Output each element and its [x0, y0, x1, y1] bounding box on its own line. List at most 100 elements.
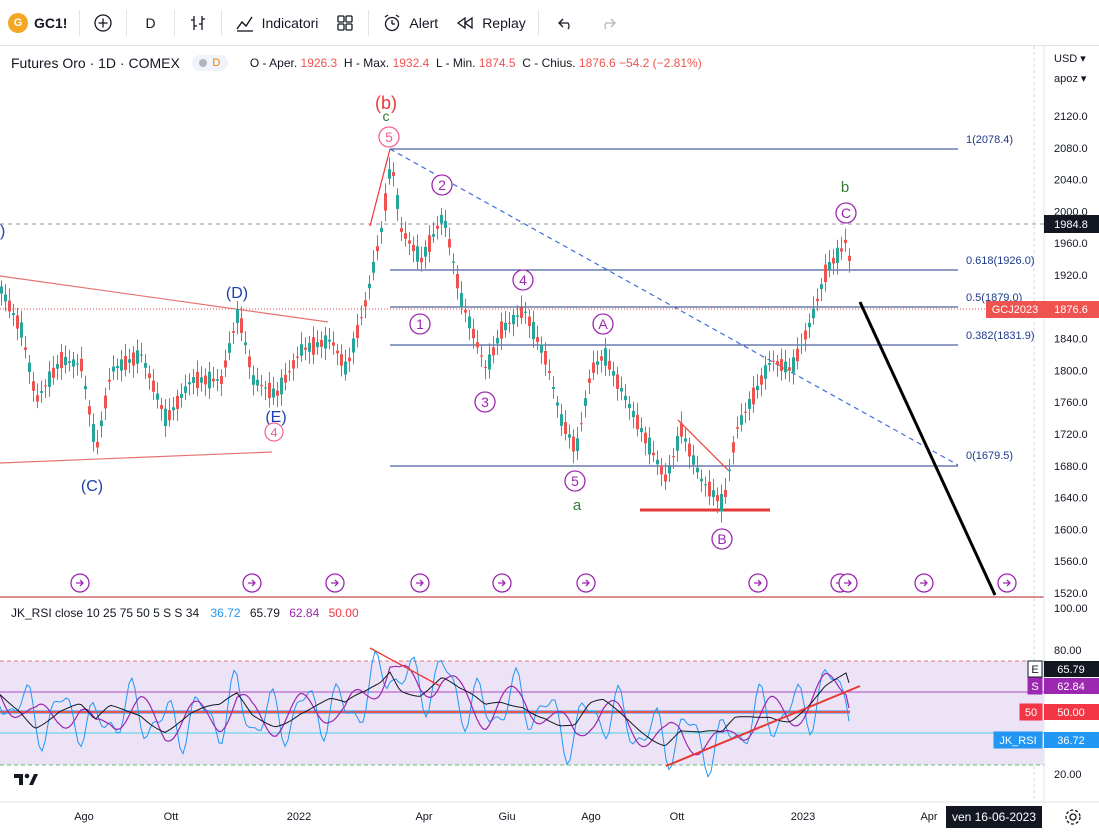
price-chart[interactable]: 1(2078.4) 0.618(1926.0) 0.5(1879.0) 0.38… [0, 46, 1099, 835]
redo-icon [597, 12, 619, 34]
undo-button[interactable] [543, 0, 589, 46]
event-markers[interactable] [70, 573, 1017, 593]
interval-button[interactable]: D [131, 0, 169, 46]
candle-body [628, 403, 631, 409]
currency-selector[interactable]: USD ▾ [1054, 53, 1086, 65]
candle-body [92, 424, 95, 442]
candle-body [244, 342, 247, 346]
candle-body [4, 294, 7, 302]
layout-icon [334, 12, 356, 34]
layout-button[interactable] [326, 0, 364, 46]
rsi-badge-value: 50.00 [1057, 707, 1085, 719]
time-tick-label: Apr [415, 811, 432, 823]
delay-badge[interactable]: D [191, 55, 228, 71]
price-tick-label: 1800.0 [1054, 365, 1088, 377]
rsi-value-badges: E 65.79 S 62.84 50 50.00 JK_RSI 36.72 [993, 660, 1099, 749]
elliott-wave-labels[interactable]: (b) c 5 2 4 1 3 5 a A B b C (D) (E) 4 (C… [0, 93, 857, 550]
event-marker-icon[interactable] [838, 573, 858, 593]
candle-body [88, 406, 91, 415]
candle-body [408, 240, 411, 244]
triangle-upper-trendline[interactable] [0, 275, 329, 323]
candle-body [608, 360, 611, 370]
ohlc-values: O - Aper. 1926.3 H - Max. 1932.4 L - Min… [250, 56, 702, 70]
event-marker-icon[interactable] [492, 573, 512, 593]
scale-mode-selector[interactable]: apoz ▾ [1054, 73, 1087, 85]
indicators-label: Indicatori [261, 14, 319, 31]
candle-body [624, 395, 627, 401]
event-marker-icon[interactable] [410, 573, 430, 593]
candle-body [568, 434, 571, 438]
candle-body [796, 348, 799, 362]
tradingview-logo-icon[interactable] [14, 772, 38, 791]
candle-body [144, 362, 147, 368]
indicators-button[interactable]: Indicatori [226, 0, 327, 46]
candle-body [100, 420, 103, 427]
rsi-badge-tag-bg [1019, 703, 1043, 721]
candle-body [660, 465, 663, 475]
event-marker-icon[interactable] [997, 573, 1017, 593]
divider [173, 9, 175, 36]
event-marker-icon[interactable] [242, 573, 262, 593]
candle-body [292, 360, 295, 369]
rsi-badge-tag-bg [1027, 660, 1043, 678]
candle-body [148, 373, 151, 379]
wedge-trendline[interactable] [677, 419, 729, 471]
candle-body [672, 456, 675, 458]
rsi-badge-value-bg [1044, 704, 1099, 720]
candle-body [252, 375, 255, 385]
candle-body [740, 415, 743, 425]
compare-add-button[interactable] [84, 0, 122, 46]
symbol-label: GC1! [34, 14, 68, 31]
divider [220, 9, 222, 36]
rsi-trendline-rising[interactable] [665, 685, 861, 767]
candle-body [712, 490, 715, 498]
candle-body [800, 344, 803, 346]
rsi-axis[interactable]: 100.00 80.00 20.00 [1054, 603, 1088, 781]
candle-body [308, 342, 311, 352]
candle-body [248, 356, 251, 368]
time-axis[interactable]: Ago Ott 2022 Apr Giu Ago Ott 2023 Apr [74, 811, 938, 823]
projection-arrow-line[interactable] [858, 301, 997, 596]
candle-body [272, 388, 275, 398]
event-marker-icon[interactable] [70, 573, 90, 593]
candle-body [716, 495, 719, 502]
wave-circle-4 [512, 269, 534, 291]
rsi-badge-tag-bg [993, 731, 1043, 749]
event-marker-icon[interactable] [748, 573, 768, 593]
wave-label-4: 4 [519, 272, 527, 288]
candle-body [372, 261, 375, 273]
symbol-search[interactable]: G GC1! [0, 0, 75, 46]
wave-up-trendline[interactable] [369, 148, 391, 227]
alert-button[interactable]: Alert [373, 0, 446, 46]
settings-gear-icon[interactable] [1063, 807, 1083, 827]
rsi-badge-tag-bg [1027, 677, 1043, 695]
candle-body [460, 292, 463, 308]
candle-body [500, 321, 503, 339]
event-marker-icon[interactable] [576, 573, 596, 593]
candle-body [376, 246, 379, 252]
candle-body [768, 363, 771, 365]
rsi-badge-tag: E [1031, 664, 1038, 676]
time-tick-label: Ago [74, 811, 94, 823]
divider [126, 9, 128, 36]
event-marker-icon[interactable] [914, 573, 934, 593]
triangle-lower-trendline[interactable] [0, 451, 273, 464]
candle-body [68, 361, 71, 363]
candle-body [160, 405, 163, 409]
dashed-resistance-line[interactable] [389, 148, 959, 466]
change-value: −54.2 (−2.81%) [618, 56, 702, 70]
chart-style-button[interactable] [179, 0, 217, 46]
candle-body [188, 382, 191, 385]
rsi-legend[interactable]: JK_RSI close 10 25 75 50 5 S S 34 36.72 … [11, 606, 359, 620]
fibonacci-retracement[interactable]: 1(2078.4) 0.618(1926.0) 0.5(1879.0) 0.38… [390, 134, 1035, 467]
candle-body [656, 459, 659, 465]
rsi-trendline-falling[interactable] [369, 647, 441, 687]
candle-body [572, 436, 575, 452]
candle-body [24, 347, 27, 350]
price-axis[interactable]: 2120.02080.02040.02000.01960.01920.01880… [1054, 111, 1088, 600]
replay-button[interactable]: Replay [446, 0, 534, 46]
event-marker-icon[interactable] [325, 573, 345, 593]
redo-button[interactable] [589, 0, 627, 46]
candle-body [52, 367, 55, 378]
candle-body [552, 387, 555, 389]
